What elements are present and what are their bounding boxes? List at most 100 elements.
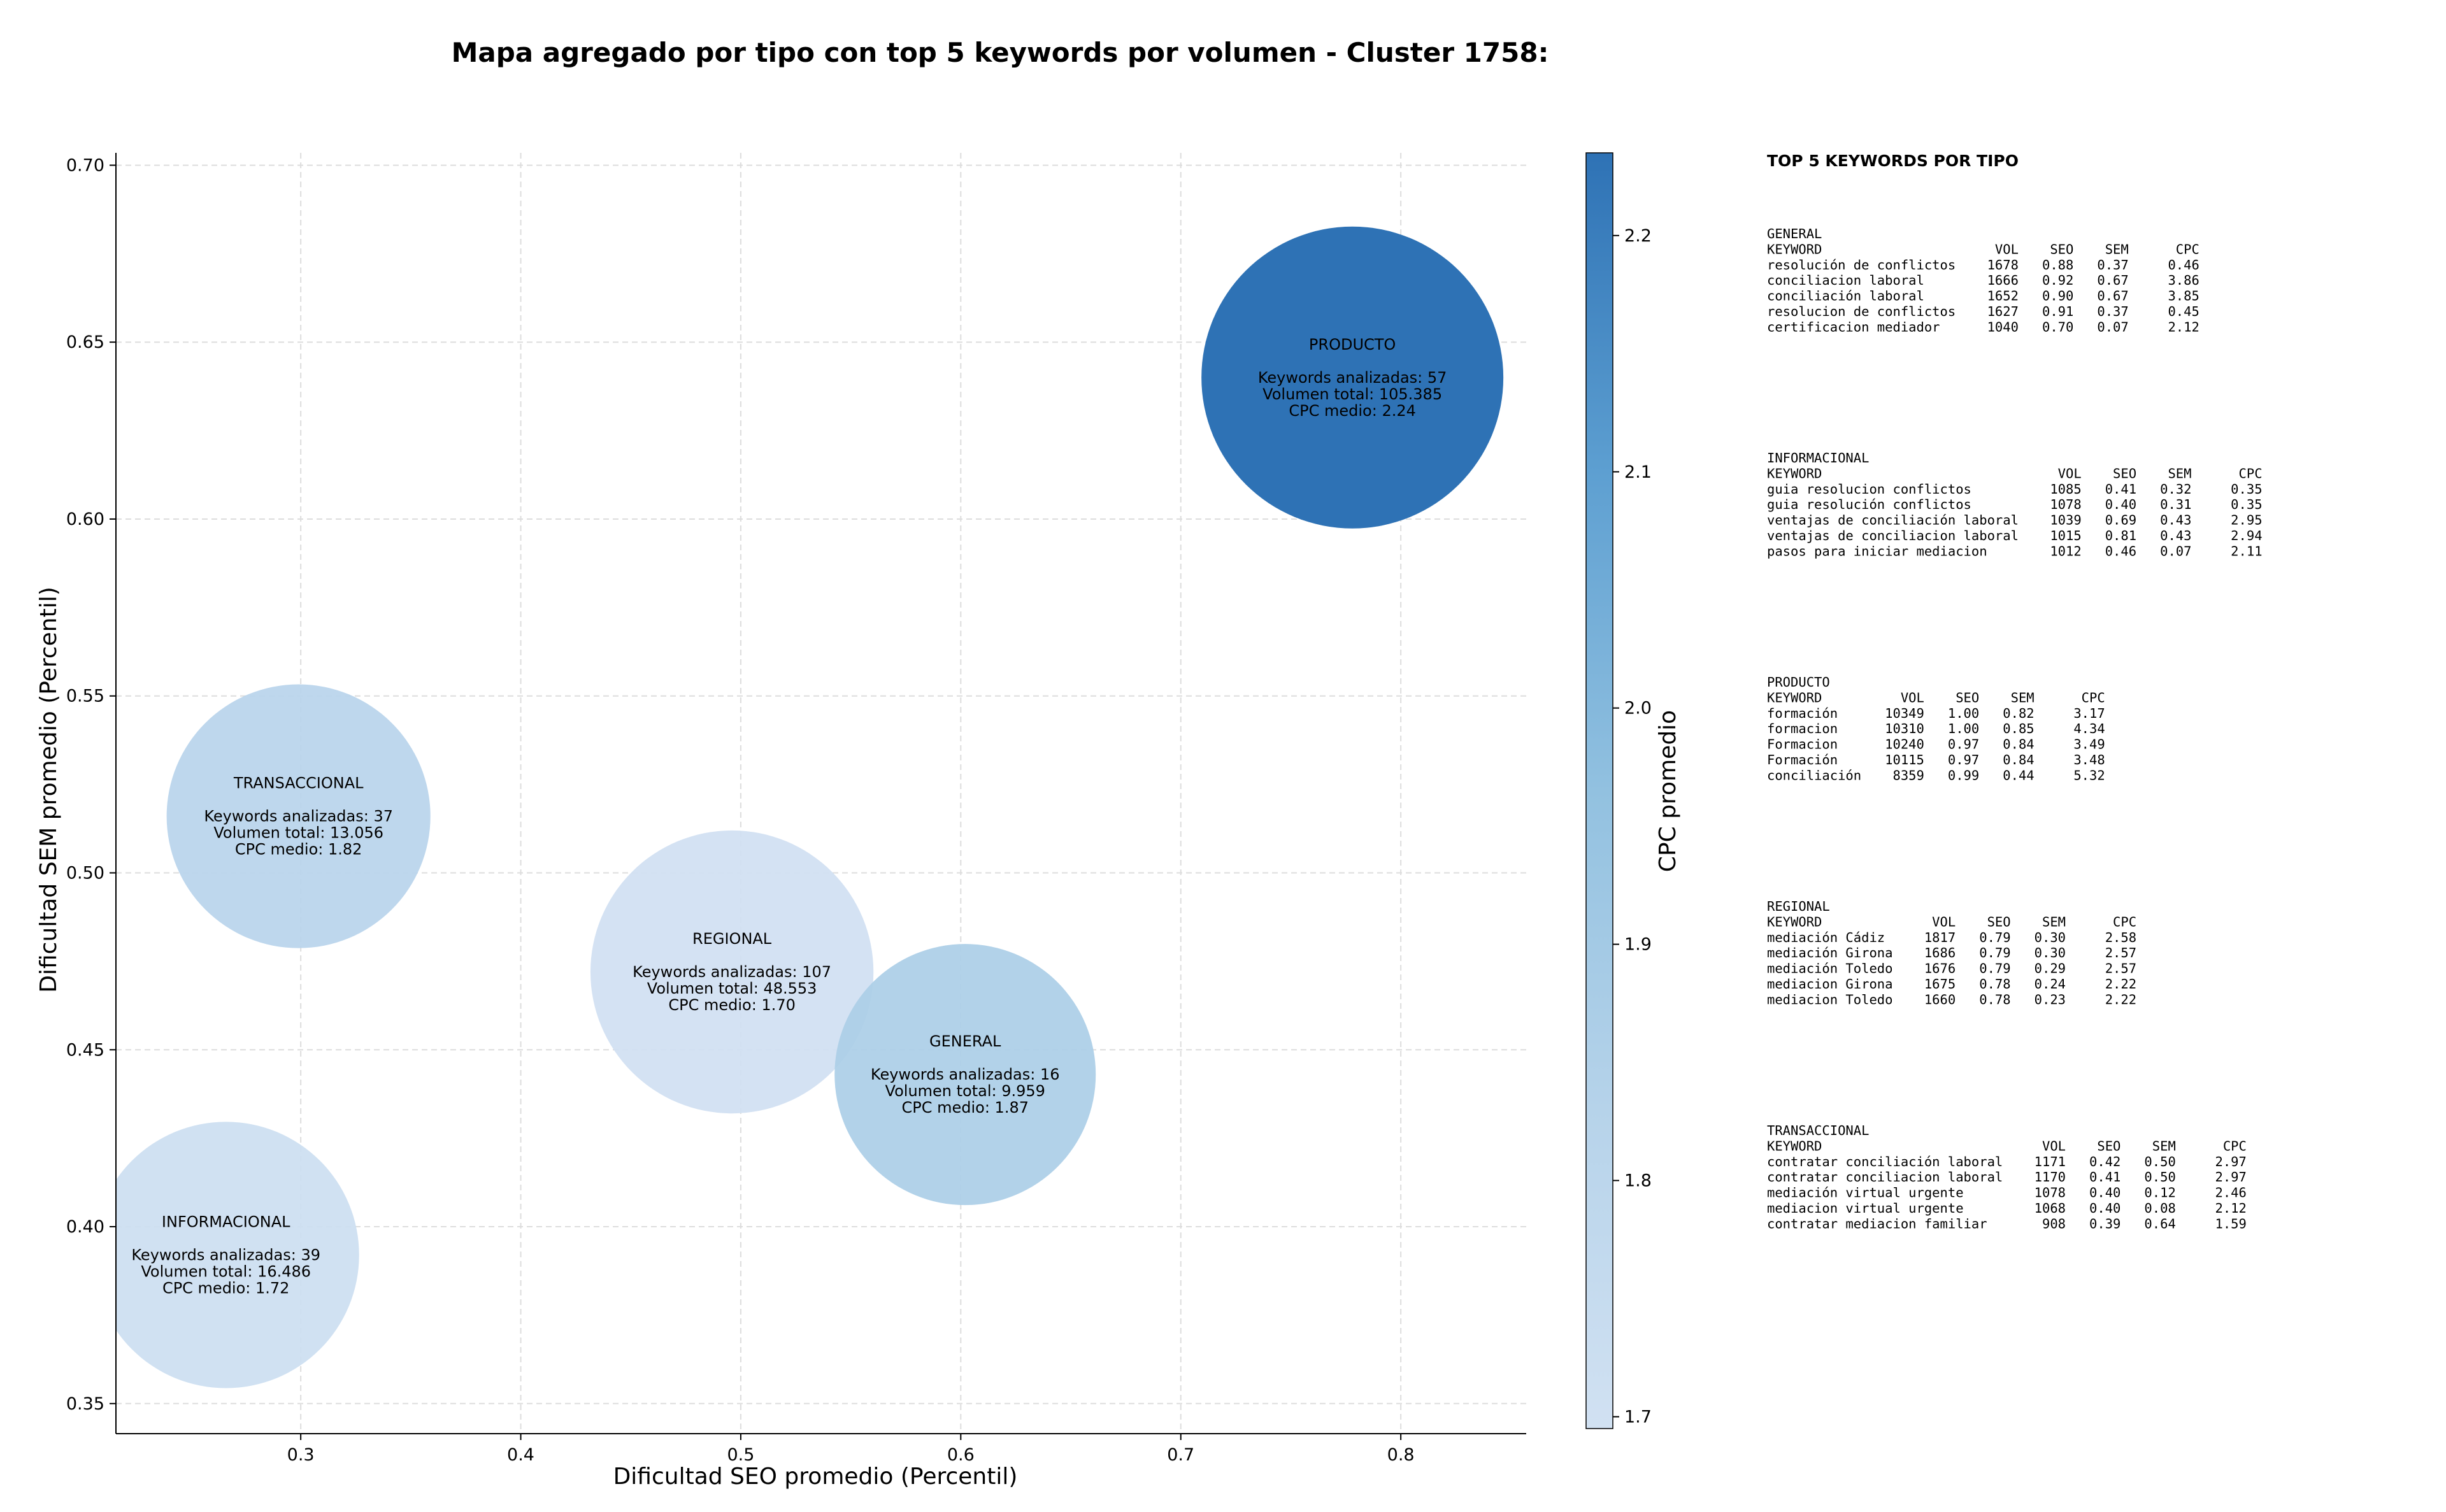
keyword-row: guia resolución conflictos 1078 0.40 0.3… <box>1767 497 2263 512</box>
keyword-row: conciliación 8359 0.99 0.44 5.32 <box>1767 767 2105 783</box>
keyword-row: certificacion mediador 1040 0.70 0.07 2.… <box>1767 319 2199 334</box>
keyword-row: mediacion Toledo 1660 0.78 0.23 2.22 <box>1767 992 2136 1007</box>
bubble-label: INFORMACIONAL <box>162 1213 290 1230</box>
bubble-circle <box>116 1122 359 1388</box>
keyword-row: formación 10349 1.00 0.82 3.17 <box>1767 706 2105 721</box>
colorbar-tick-label: 2.2 <box>1624 226 1652 246</box>
y-tick-label: 0.45 <box>66 1040 104 1060</box>
x-tick-label: 0.3 <box>287 1445 315 1465</box>
bubble-label: REGIONAL <box>692 930 772 948</box>
keyword-row: conciliacion laboral 1666 0.92 0.67 3.86 <box>1767 273 2199 288</box>
bubble-label: Keywords analizadas: 107 <box>633 963 831 981</box>
keyword-row: mediación Cádiz 1817 0.79 0.30 2.58 <box>1767 930 2136 945</box>
y-tick-label: 0.55 <box>66 687 104 706</box>
y-tick-label: 0.65 <box>66 332 104 352</box>
x-tick-label: 0.8 <box>1387 1445 1415 1465</box>
keyword-row: ventajas de conciliación laboral 1039 0.… <box>1767 513 2263 528</box>
bubble-transaccional: TRANSACCIONAL Keywords analizadas: 37Volu… <box>166 684 431 948</box>
y-tick-label: 0.70 <box>66 155 104 175</box>
keyword-row: mediación Girona 1686 0.79 0.30 2.57 <box>1767 945 2136 960</box>
block-header-row: KEYWORD VOL SEO SEM CPC <box>1767 241 2199 257</box>
bubble-label: Volumen total: 48.553 <box>647 980 817 997</box>
keyword-row: guia resolucion conflictos 1085 0.41 0.3… <box>1767 481 2263 497</box>
x-tick-label: 0.4 <box>507 1445 534 1465</box>
y-axis-label: Dificultad SEM promedio (Percentil) <box>36 587 62 993</box>
keyword-row: ventajas de conciliacion laboral 1015 0.… <box>1767 528 2263 543</box>
colorbar-label: CPC promedio <box>1655 710 1681 872</box>
colorbar-gradient <box>1585 152 1613 1429</box>
keyword-row: contratar conciliacion laboral 1170 0.41… <box>1767 1169 2247 1185</box>
keyword-row: mediacion Girona 1675 0.78 0.24 2.22 <box>1767 976 2136 992</box>
block-header-row: KEYWORD VOL SEO SEM CPC <box>1767 466 2263 481</box>
colorbar-ticks: 1.7 1.8 1.9 2.0 2.1 2.2 <box>1613 226 1652 1427</box>
x-tick-label: 0.7 <box>1167 1445 1194 1465</box>
bubble-label: CPC medio: 2.24 <box>1289 402 1416 420</box>
keyword-row: Formacion 10240 0.97 0.84 3.49 <box>1767 737 2105 752</box>
keyword-row: mediación Toledo 1676 0.79 0.29 2.57 <box>1767 961 2136 976</box>
block-title: GENERAL <box>1767 226 1822 241</box>
bubble-label: TRANSACCIONAL <box>233 774 364 792</box>
bubble-circle <box>834 944 1096 1206</box>
bubble-label: Keywords analizadas: 37 <box>204 808 393 825</box>
bubble-label: Keywords analizadas: 57 <box>1258 369 1447 387</box>
block-header-row: KEYWORD VOL SEO SEM CPC <box>1767 690 2105 705</box>
keyword-row: formacion 10310 1.00 0.85 4.34 <box>1767 721 2105 736</box>
keyword-row: Formación 10115 0.97 0.84 3.48 <box>1767 752 2105 767</box>
bubble-circle <box>590 830 874 1114</box>
bubble-label: Volumen total: 9.959 <box>885 1082 1045 1100</box>
keyword-row: contratar conciliación laboral 1171 0.42… <box>1767 1154 2247 1169</box>
block-title: PRODUCTO <box>1767 674 1830 690</box>
y-tick-label: 0.50 <box>66 863 104 883</box>
bubble-label: Volumen total: 16.486 <box>141 1262 311 1280</box>
bubble-label: CPC medio: 1.87 <box>901 1099 1029 1116</box>
keyword-row: mediacion virtual urgente 1068 0.40 0.08… <box>1767 1201 2247 1216</box>
y-tick-label: 0.60 <box>66 510 104 529</box>
keyword-row: contratar mediacion familiar 908 0.39 0.… <box>1767 1216 2247 1231</box>
chart-title: Mapa agregado por tipo con top 5 keyword… <box>452 37 1549 68</box>
bubble-label: Volumen total: 105.385 <box>1262 385 1442 403</box>
keyword-row: pasos para iniciar mediacion 1012 0.46 0… <box>1767 543 2263 559</box>
colorbar-tick-label: 1.7 <box>1624 1407 1652 1427</box>
colorbar-tick-label: 1.8 <box>1624 1171 1652 1191</box>
bubble-label: Volumen total: 13.056 <box>213 824 383 842</box>
block-title: INFORMACIONAL <box>1767 450 1869 466</box>
bubble-label: Keywords analizadas: 16 <box>871 1066 1060 1083</box>
bubble-regional: REGIONAL Keywords analizadas: 107Volumen … <box>590 830 874 1114</box>
bubble-circle <box>166 684 431 948</box>
y-tick-label: 0.40 <box>66 1217 104 1237</box>
colorbar-tick-label: 2.1 <box>1624 462 1652 482</box>
bubble-label: CPC medio: 1.72 <box>162 1279 290 1297</box>
bubble-label: Keywords analizadas: 39 <box>131 1246 320 1264</box>
x-tick-label: 0.5 <box>727 1445 754 1465</box>
y-tick-label: 0.35 <box>66 1394 104 1414</box>
bubble-label: PRODUCTO <box>1309 336 1396 353</box>
block-header-row: KEYWORD VOL SEO SEM CPC <box>1767 914 2136 929</box>
x-axis-label: Dificultad SEO promedio (Percentil) <box>613 1464 1018 1490</box>
keyword-row: conciliación laboral 1652 0.90 0.67 3.85 <box>1767 289 2199 304</box>
axes: 0.3 0.4 0.5 0.6 0.7 0.8 0.35 0.40 0.45 0.50 0.55 0.… <box>66 153 1526 1465</box>
panel-heading: TOP 5 KEYWORDS POR TIPO <box>1767 152 2019 170</box>
block-title: REGIONAL <box>1767 899 1830 914</box>
colorbar: 1.7 1.8 1.9 2.0 2.1 2.2 CPC promedio <box>1585 152 1681 1429</box>
bubble-label: GENERAL <box>929 1032 1001 1050</box>
colorbar-tick-label: 2.0 <box>1624 699 1652 718</box>
bubble-label: CPC medio: 1.70 <box>668 996 796 1014</box>
block-title: TRANSACCIONAL <box>1767 1123 1869 1138</box>
bubble-circle <box>1201 226 1504 529</box>
x-tick-label: 0.6 <box>947 1445 975 1465</box>
keyword-row: resolucion de conflictos 1627 0.91 0.37 … <box>1767 304 2199 319</box>
bubble-label: CPC medio: 1.82 <box>235 841 362 859</box>
keyword-row: resolución de conflictos 1678 0.88 0.37 … <box>1767 257 2199 273</box>
keyword-row: mediación virtual urgente 1078 0.40 0.12… <box>1767 1185 2247 1201</box>
colorbar-tick-label: 1.9 <box>1624 935 1652 955</box>
block-header-row: KEYWORD VOL SEO SEM CPC <box>1767 1138 2247 1153</box>
